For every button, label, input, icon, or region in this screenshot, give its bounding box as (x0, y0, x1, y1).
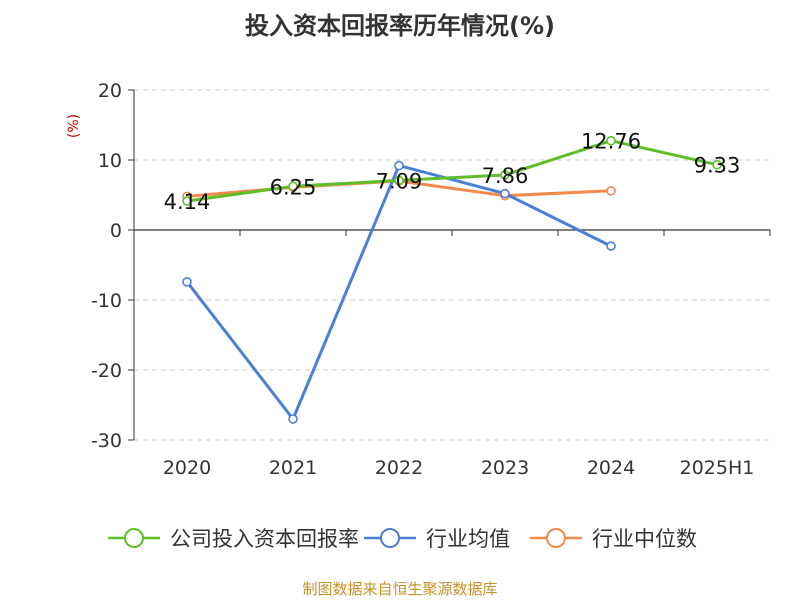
legend-item: 行业均值 (364, 527, 510, 551)
legend-item: 行业中位数 (530, 527, 697, 551)
data-point (182, 276, 192, 287)
legend-label: 行业均值 (426, 527, 510, 551)
legend-marker (546, 528, 566, 548)
data-point (606, 186, 616, 196)
y-tick-label: -30 (91, 430, 122, 452)
legend-label: 行业中位数 (592, 527, 697, 551)
data-point (182, 196, 192, 206)
data-point (606, 241, 616, 251)
data-point (606, 135, 616, 146)
series-line (185, 164, 612, 421)
data-label: 7.86 (482, 164, 529, 188)
legend-item: 公司投入资本回报率 (108, 527, 359, 551)
x-tick-label: 2024 (587, 457, 635, 479)
y-tick-label: -20 (91, 360, 122, 382)
data-label: 7.09 (376, 169, 423, 193)
data-label: 9.33 (694, 154, 741, 178)
y-tick-label: 10 (98, 150, 122, 172)
data-label: 6.25 (270, 175, 317, 199)
data-point (288, 181, 298, 192)
y-tick-label: 20 (98, 80, 122, 102)
x-tick-label: 2023 (481, 457, 529, 479)
data-point (394, 160, 404, 171)
x-tick-label: 2025H1 (680, 457, 755, 479)
y-tick-label: 0 (110, 220, 122, 242)
y-axis-label: (%) (66, 114, 82, 138)
data-label: 12.76 (581, 130, 641, 154)
data-point (394, 175, 404, 186)
legend-label: 公司投入资本回报率 (170, 527, 359, 551)
x-tick-label: 2020 (163, 457, 211, 479)
legend-marker (124, 528, 144, 548)
x-tick-label: 2022 (375, 457, 423, 479)
data-point (712, 159, 722, 170)
data-point (288, 414, 298, 424)
data-label: 4.14 (164, 190, 211, 214)
data-point (500, 170, 510, 180)
series-line (186, 139, 718, 203)
source-note: 制图数据来自恒生聚源数据库 (302, 580, 498, 598)
chart-title: 投入资本回报率历年情况(%) (245, 12, 555, 40)
data-point (500, 188, 510, 199)
y-tick-label: -10 (91, 290, 122, 312)
legend-marker (380, 528, 400, 548)
x-tick-label: 2021 (269, 457, 317, 479)
